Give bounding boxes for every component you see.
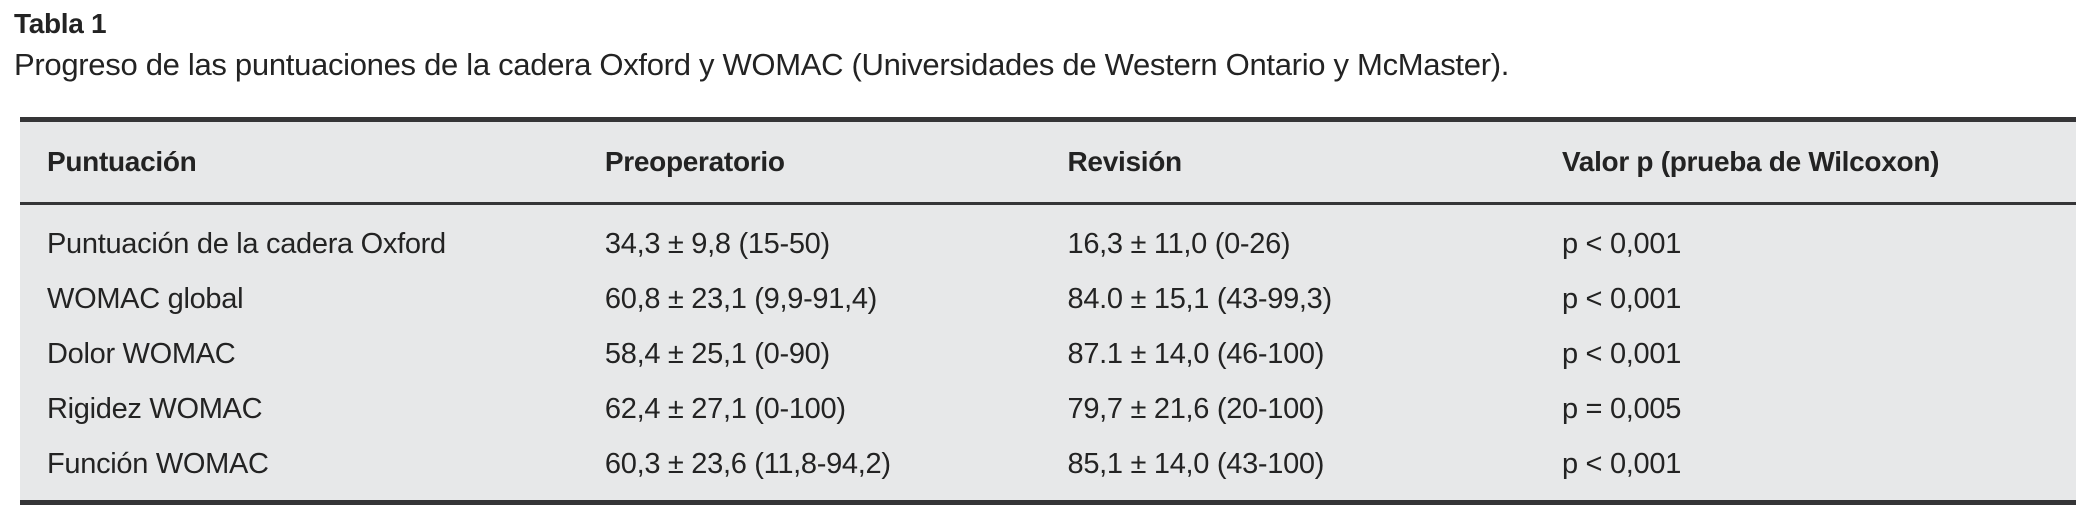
revision-value: 16,3 ± 11,0 (0-26): [1067, 228, 1291, 260]
table-caption-description: Progreso de las puntuaciones de la cader…: [14, 47, 1510, 82]
row-label: Dolor WOMAC: [47, 338, 236, 370]
row-label: Puntuación de la cadera Oxford: [47, 228, 446, 260]
column-header-revision: Revisión: [1067, 122, 1562, 205]
table-row: Dolor WOMAC 58,4 ± 25,1 (0-90) 87.1 ± 14…: [20, 327, 2076, 382]
p-value: p < 0,001: [1561, 448, 1682, 480]
preoperative-value: 62,4 ± 27,1 (0-100): [604, 393, 846, 425]
column-header-puntuacion: Puntuación: [20, 122, 605, 205]
table-row: WOMAC global 60,8 ± 23,1 (9,9-91,4) 84.0…: [20, 272, 2076, 327]
table-row: Rigidez WOMAC 62,4 ± 27,1 (0-100) 79,7 ±…: [20, 382, 2076, 437]
revision-value: 87.1 ± 14,0 (46-100): [1067, 338, 1325, 370]
row-label: WOMAC global: [47, 283, 244, 315]
scores-table-container: Puntuación Preoperatorio Revisión Valor …: [20, 117, 2076, 505]
preoperative-value: 60,3 ± 23,6 (11,8-94,2): [604, 448, 891, 480]
table-caption: Tabla 1 Progreso de las puntuaciones de …: [14, 4, 2074, 86]
scores-table: Puntuación Preoperatorio Revisión Valor …: [20, 122, 2076, 500]
p-value: p < 0,001: [1561, 283, 1682, 315]
header-row: Puntuación Preoperatorio Revisión Valor …: [20, 122, 2076, 205]
table-caption-label: Tabla 1: [14, 8, 107, 39]
revision-value: 85,1 ± 14,0 (43-100): [1067, 448, 1325, 480]
row-label: Rigidez WOMAC: [47, 393, 263, 425]
preoperative-value: 58,4 ± 25,1 (0-90): [604, 338, 830, 370]
table-row: Función WOMAC 60,3 ± 23,6 (11,8-94,2) 85…: [20, 437, 2076, 500]
row-label: Función WOMAC: [47, 448, 269, 480]
table-row: Puntuación de la cadera Oxford 34,3 ± 9,…: [20, 204, 2076, 273]
column-header-preoperatorio: Preoperatorio: [604, 122, 1068, 205]
revision-value: 79,7 ± 21,6 (20-100): [1067, 393, 1325, 425]
p-value: p < 0,001: [1561, 228, 1682, 260]
column-header-valor-p: Valor p (prueba de Wilcoxon): [1561, 122, 2076, 205]
revision-value: 84.0 ± 15,1 (43-99,3): [1067, 283, 1333, 315]
preoperative-value: 60,8 ± 23,1 (9,9-91,4): [604, 283, 878, 315]
p-value: p < 0,001: [1561, 338, 1682, 370]
p-value: p = 0,005: [1561, 393, 1682, 425]
preoperative-value: 34,3 ± 9,8 (15-50): [604, 228, 830, 260]
